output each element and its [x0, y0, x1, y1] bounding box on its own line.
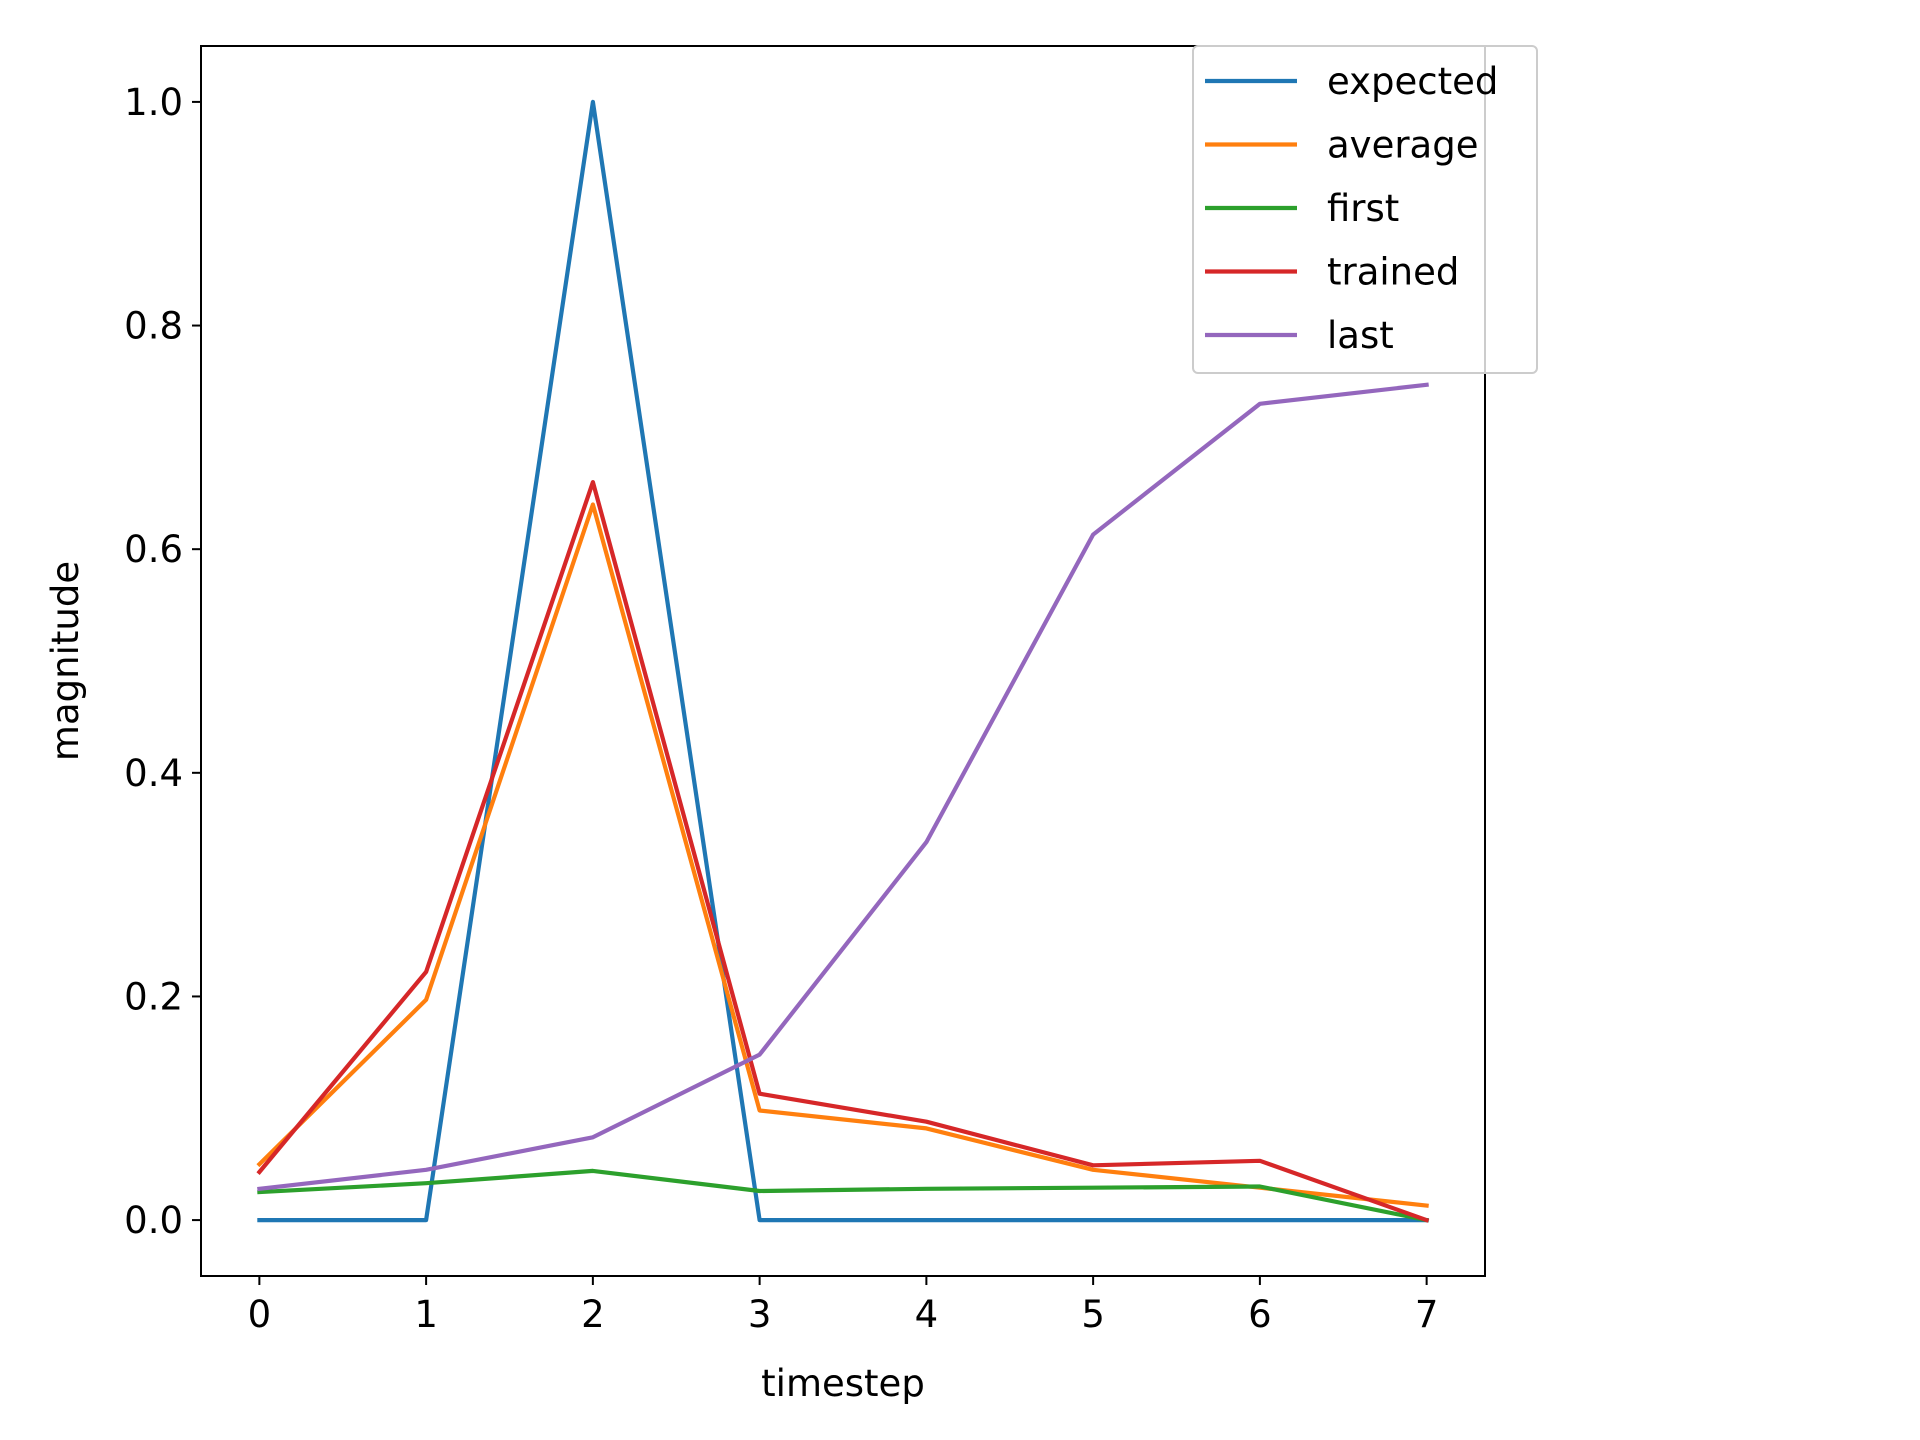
- y-tick-label: 0.0: [124, 1199, 183, 1242]
- legend-label-expected: expected: [1327, 60, 1498, 103]
- x-tick-label: 1: [414, 1293, 438, 1336]
- series-line-average: [256, 502, 1429, 1208]
- y-tick-label: 0.8: [124, 305, 183, 348]
- y-axis-label: magnitude: [44, 561, 87, 761]
- x-tick-label: 0: [248, 1293, 272, 1336]
- y-axis: 0.0 0.2 0.4 0.6 0.8 1.0: [124, 81, 201, 1242]
- x-tick-label: 3: [748, 1293, 772, 1336]
- legend-label-trained: trained: [1327, 251, 1459, 294]
- legend-label-average: average: [1327, 124, 1478, 167]
- x-tick-label: 5: [1081, 1293, 1105, 1336]
- y-tick-label: 0.4: [124, 752, 183, 795]
- y-tick-label: 0.2: [124, 975, 183, 1018]
- x-tick-label: 7: [1415, 1293, 1439, 1336]
- legend: expected average first trained last: [1192, 45, 1538, 374]
- series-lines: [256, 99, 1430, 1223]
- y-tick-label: 0.6: [124, 528, 183, 571]
- x-axis: 0 1 2 3 4 5 6 7: [248, 1276, 1439, 1336]
- x-tick-label: 2: [581, 1293, 605, 1336]
- series-line-expected: [257, 99, 1429, 1223]
- y-tick-label: 1.0: [124, 81, 183, 124]
- series-line-last: [257, 382, 1429, 1192]
- legend-box: [1192, 45, 1538, 374]
- series-line-trained: [256, 480, 1430, 1223]
- x-tick-label: 4: [915, 1293, 939, 1336]
- series-line-first: [257, 1168, 1430, 1223]
- plot-frame: [200, 45, 1486, 1277]
- legend-label-last: last: [1327, 314, 1394, 357]
- x-axis-label: timestep: [761, 1362, 925, 1405]
- legend-label-first: first: [1327, 187, 1399, 230]
- x-tick-label: 6: [1248, 1293, 1272, 1336]
